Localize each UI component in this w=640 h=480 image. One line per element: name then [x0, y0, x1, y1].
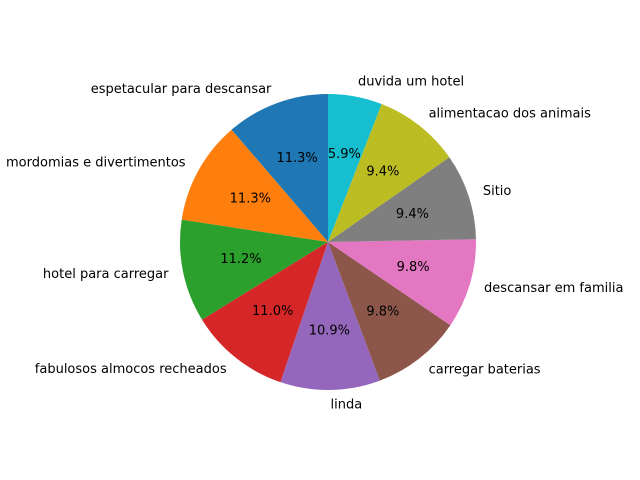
- pie-slice: [328, 157, 476, 242]
- pie-slice: [328, 239, 476, 326]
- pie-category-label: hotel para carregar: [43, 267, 169, 282]
- pie-slice: [328, 94, 382, 242]
- pie-category-labels: espetacular para descansar mordomias e di…: [6, 74, 623, 412]
- pie-category-label: descansar em familia: [484, 281, 623, 296]
- pie-category-label: fabulosos almocos recheados: [35, 362, 227, 377]
- pie-category-label: Sitio: [483, 184, 512, 199]
- pie-slice: [328, 104, 450, 242]
- pie-percent-labels: 11.3% 11.3% 11.2% 11.0% 10.9% 9.8% 9.8% 9.4% 9.4…: [220, 147, 429, 338]
- pie-percent-label: 9.8%: [397, 260, 430, 275]
- pie-slice: [181, 129, 328, 242]
- pie-percent-label: 11.3%: [230, 191, 271, 206]
- pie-percent-label: 11.0%: [252, 304, 293, 319]
- pie-category-label: espetacular para descansar: [91, 82, 272, 97]
- pie-percent-label: 9.4%: [396, 207, 429, 222]
- pie-slice: [280, 242, 380, 391]
- pie-slice: [179, 219, 328, 320]
- pie-category-label: alimentacao dos animais: [429, 106, 592, 121]
- pie-percent-label: 11.2%: [220, 252, 261, 267]
- pie-percent-label: 5.9%: [328, 147, 361, 162]
- pie-percent-label: 9.8%: [366, 304, 399, 319]
- pie-slices: [179, 94, 476, 391]
- pie-percent-label: 11.3%: [276, 151, 317, 166]
- pie-percent-label: 9.4%: [366, 165, 399, 180]
- pie-category-label: linda: [331, 397, 363, 412]
- pie-category-label: carregar baterias: [429, 363, 541, 378]
- pie-slice: [202, 242, 328, 383]
- pie-slice: [231, 94, 328, 242]
- pie-category-label: duvida um hotel: [358, 74, 464, 89]
- pie-percent-label: 10.9%: [309, 323, 350, 338]
- pie-category-label: mordomias e divertimentos: [6, 156, 186, 171]
- pie-slice: [328, 242, 451, 381]
